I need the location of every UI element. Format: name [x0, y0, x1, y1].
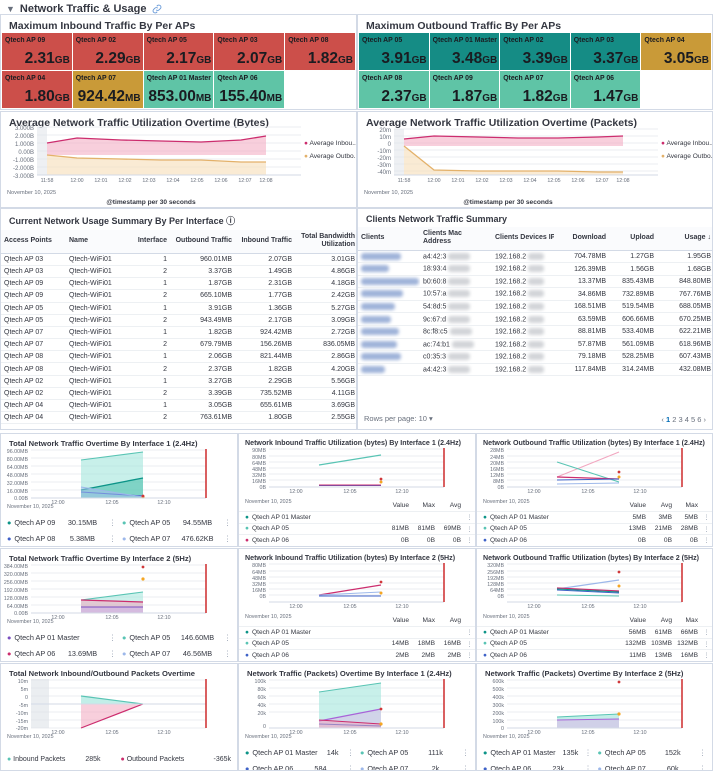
svg-text:0B: 0B: [498, 485, 505, 491]
svg-text:0: 0: [263, 724, 266, 730]
svg-text:60k: 60k: [257, 695, 266, 701]
svg-text:40k: 40k: [257, 703, 266, 709]
svg-text:0.00B: 0.00B: [18, 150, 34, 156]
svg-text:12:05: 12:05: [105, 615, 118, 620]
svg-text:20m: 20m: [379, 128, 391, 134]
svg-text:12:00: 12:00: [527, 604, 540, 609]
svg-text:12:05: 12:05: [343, 489, 356, 494]
svg-text:80k: 80k: [257, 687, 266, 693]
svg-text:12:00: 12:00: [527, 489, 540, 494]
svg-text:12:02: 12:02: [475, 178, 488, 183]
svg-text:11:58: 11:58: [398, 178, 411, 183]
svg-text:12:00: 12:00: [70, 178, 83, 183]
svg-text:12:00: 12:00: [289, 604, 302, 609]
svg-text:12:05: 12:05: [581, 604, 594, 609]
svg-text:12:10: 12:10: [157, 500, 170, 505]
svg-text:128.00MB: 128.00MB: [4, 596, 29, 602]
svg-text:16.00MB: 16.00MB: [7, 489, 29, 495]
svg-text:80MB: 80MB: [252, 563, 266, 569]
svg-text:320.00MB: 320.00MB: [4, 572, 29, 578]
svg-text:12:05: 12:05: [581, 489, 594, 494]
svg-text:3.000B: 3.000B: [15, 126, 34, 132]
svg-text:12:08: 12:08: [616, 178, 629, 183]
svg-text:-5m: -5m: [19, 703, 29, 709]
svg-text:0.00B: 0.00B: [14, 611, 28, 617]
svg-text:90MB: 90MB: [252, 448, 266, 454]
svg-text:12:10: 12:10: [633, 730, 646, 735]
svg-text:28MB: 28MB: [490, 448, 504, 454]
svg-text:-10m: -10m: [16, 711, 29, 717]
svg-text:0.00B: 0.00B: [14, 496, 28, 502]
svg-text:384.00MB: 384.00MB: [4, 564, 29, 570]
svg-text:400k: 400k: [493, 695, 505, 701]
svg-text:12:10: 12:10: [633, 489, 646, 494]
svg-text:12:10: 12:10: [395, 604, 408, 609]
svg-text:12:05: 12:05: [105, 730, 118, 735]
svg-text:2.000B: 2.000B: [15, 134, 34, 140]
svg-text:0: 0: [501, 726, 504, 732]
svg-text:12:03: 12:03: [142, 178, 155, 183]
svg-text:64.00MB: 64.00MB: [7, 465, 29, 471]
svg-text:12:00: 12:00: [289, 489, 302, 494]
svg-text:-40m: -40m: [377, 170, 391, 176]
svg-text:48.00MB: 48.00MB: [7, 473, 29, 479]
svg-text:300k: 300k: [493, 703, 505, 709]
svg-text:192.00MB: 192.00MB: [4, 588, 29, 594]
svg-text:256.00MB: 256.00MB: [4, 580, 29, 586]
svg-text:0: 0: [25, 695, 28, 701]
svg-text:12:03: 12:03: [499, 178, 512, 183]
svg-text:-20m: -20m: [16, 726, 29, 732]
svg-text:12:00: 12:00: [427, 178, 440, 183]
svg-text:12:02: 12:02: [118, 178, 131, 183]
svg-text:12:07: 12:07: [595, 178, 608, 183]
svg-text:12:10: 12:10: [395, 489, 408, 494]
svg-text:12:05: 12:05: [547, 178, 560, 183]
svg-text:0B: 0B: [498, 594, 505, 600]
svg-text:-1.000B: -1.000B: [13, 158, 34, 164]
svg-text:12:01: 12:01: [94, 178, 107, 183]
svg-text:5m: 5m: [21, 687, 29, 693]
svg-text:10m: 10m: [379, 135, 391, 141]
svg-text:200k: 200k: [493, 711, 505, 717]
svg-text:-3.000B: -3.000B: [13, 174, 34, 180]
svg-text:12:10: 12:10: [633, 604, 646, 609]
svg-text:-2.000B: -2.000B: [13, 166, 34, 172]
svg-text:12:10: 12:10: [395, 730, 408, 735]
svg-text:12:04: 12:04: [523, 178, 536, 183]
svg-text:12:01: 12:01: [451, 178, 464, 183]
svg-text:-30m: -30m: [377, 163, 391, 169]
svg-text:10m: 10m: [18, 679, 29, 685]
svg-text:96.00MB: 96.00MB: [7, 449, 29, 455]
svg-text:32.00MB: 32.00MB: [7, 481, 29, 487]
svg-text:0B: 0B: [260, 485, 267, 491]
svg-text:12:10: 12:10: [157, 615, 170, 620]
svg-text:12:06: 12:06: [571, 178, 584, 183]
svg-text:-10m: -10m: [377, 149, 391, 155]
svg-text:12:07: 12:07: [238, 178, 251, 183]
svg-text:600k: 600k: [493, 679, 505, 685]
svg-text:320MB: 320MB: [487, 563, 504, 569]
svg-text:12:05: 12:05: [343, 730, 356, 735]
svg-text:12:06: 12:06: [214, 178, 227, 183]
svg-text:500k: 500k: [493, 687, 505, 693]
svg-text:100k: 100k: [493, 719, 505, 725]
svg-text:-20m: -20m: [377, 156, 391, 162]
svg-text:12:10: 12:10: [157, 730, 170, 735]
svg-text:0B: 0B: [260, 594, 267, 600]
svg-text:100k: 100k: [255, 679, 267, 685]
svg-text:12:04: 12:04: [166, 178, 179, 183]
svg-text:-15m: -15m: [16, 719, 29, 725]
svg-text:64.00MB: 64.00MB: [7, 604, 29, 610]
svg-text:12:05: 12:05: [105, 500, 118, 505]
svg-text:12:05: 12:05: [581, 730, 594, 735]
svg-text:12:05: 12:05: [190, 178, 203, 183]
svg-text:0: 0: [388, 142, 392, 148]
svg-text:11:58: 11:58: [41, 178, 54, 183]
svg-text:1.000B: 1.000B: [15, 142, 34, 148]
svg-text:20k: 20k: [257, 711, 266, 717]
svg-text:12:05: 12:05: [343, 604, 356, 609]
svg-text:12:08: 12:08: [259, 178, 272, 183]
svg-text:80.00MB: 80.00MB: [7, 457, 29, 463]
